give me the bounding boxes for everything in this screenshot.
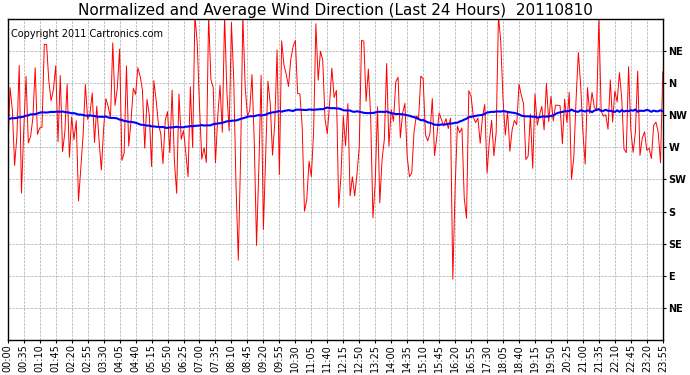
Title: Normalized and Average Wind Direction (Last 24 Hours)  20110810: Normalized and Average Wind Direction (L… [78,3,593,18]
Text: Copyright 2011 Cartronics.com: Copyright 2011 Cartronics.com [11,28,163,39]
